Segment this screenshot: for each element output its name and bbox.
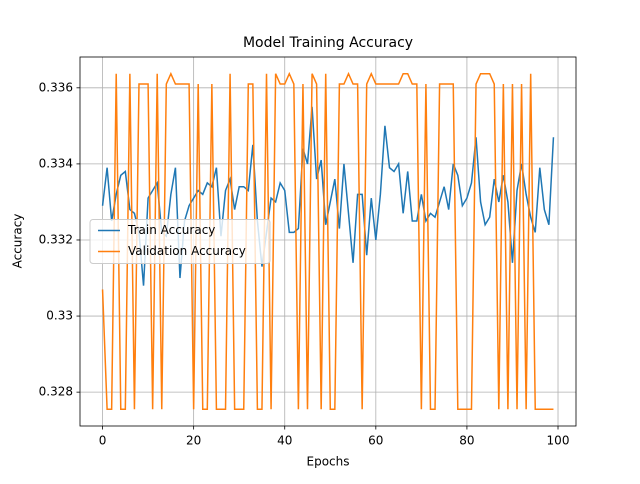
x-tick-label: 80	[459, 434, 474, 448]
y-tick-label: 0.334	[39, 156, 73, 170]
y-tick-label: 0.332	[39, 232, 73, 246]
x-tick-label: 20	[186, 434, 201, 448]
x-tick-label: 60	[368, 434, 383, 448]
line-series	[101, 71, 554, 411]
x-tick-label: 0	[99, 434, 107, 448]
legend-box	[89, 219, 271, 264]
y-axis-label: Accuracy	[11, 214, 25, 269]
y-tick-label: 0.33	[46, 309, 73, 323]
y-tick-label: 0.328	[39, 385, 73, 399]
x-tick-label: 100	[547, 434, 570, 448]
y-tick-label: 0.336	[39, 80, 73, 94]
legend: Train Accuracy Validation Accuracy	[89, 219, 271, 264]
x-tick-label: 40	[277, 434, 292, 448]
x-axis-label: Epochs	[307, 455, 350, 469]
plot-frame	[79, 56, 577, 427]
legend-label: Validation Accuracy	[128, 244, 246, 258]
chart-title: Model Training Accuracy	[243, 35, 413, 51]
legend-label: Train Accuracy	[127, 223, 215, 237]
